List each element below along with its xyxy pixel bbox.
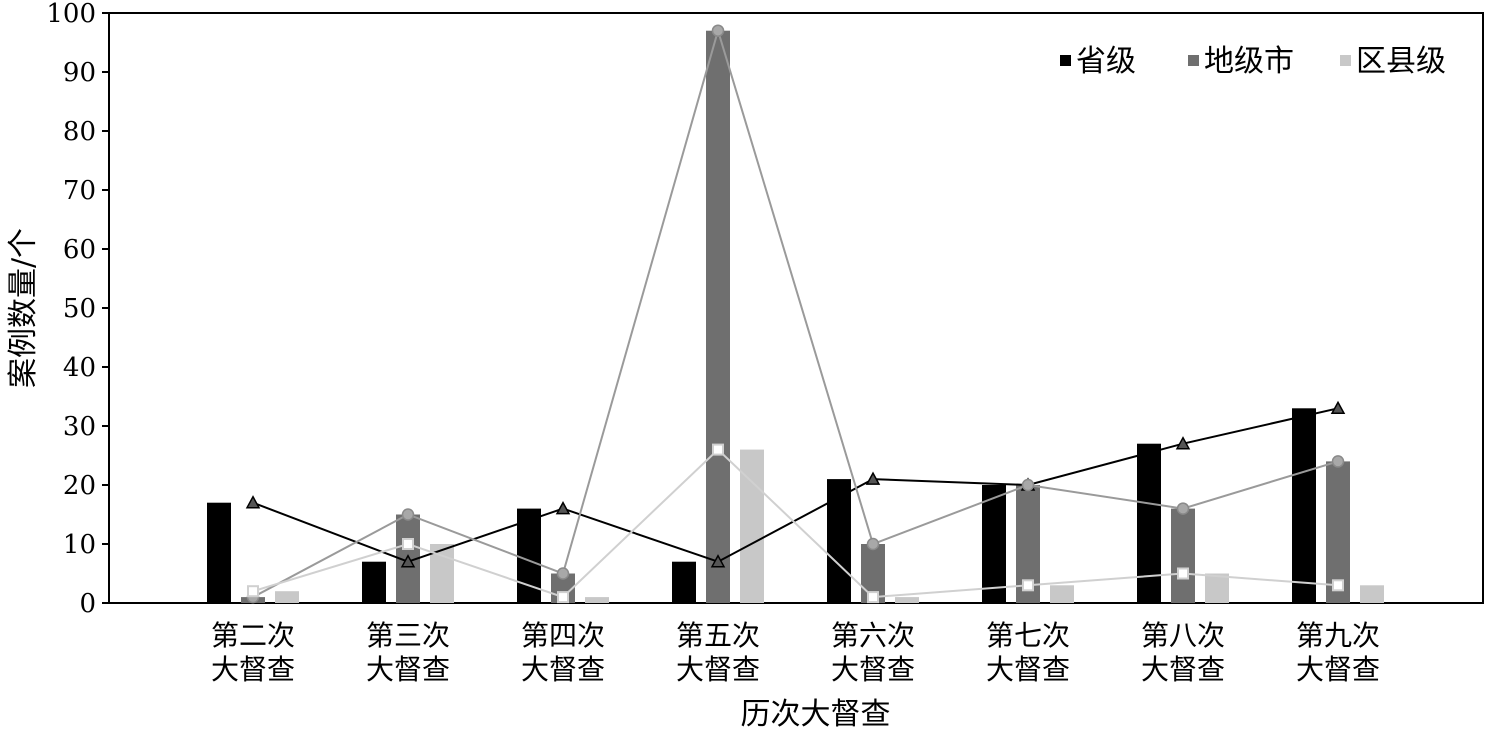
marker-square — [1177, 567, 1189, 580]
plot-frame — [108, 12, 1484, 604]
x-category-label-line: 大督查 — [521, 653, 605, 686]
x-category-label-line: 第四次 — [521, 619, 605, 652]
marker-square — [402, 538, 414, 550]
x-category-label-line: 大督查 — [986, 653, 1070, 686]
labels-group: 0102030405060708090100案例数量/个第二次大督查第三次大督查… — [6, 0, 1380, 730]
marker-circle — [1021, 478, 1035, 492]
y-tick-label: 60 — [63, 235, 96, 265]
legend-label: 省级 — [1076, 44, 1136, 79]
legend-swatch — [1060, 55, 1071, 66]
bar-county — [1205, 573, 1229, 603]
x-category-label-line: 大督查 — [211, 653, 295, 686]
legend-label: 区县级 — [1356, 44, 1446, 79]
x-category-label-line: 大督查 — [831, 653, 915, 686]
y-tick-label: 10 — [63, 530, 96, 560]
bar-county — [275, 591, 299, 603]
y-tick-label: 50 — [63, 294, 96, 324]
marker-circle — [556, 567, 570, 580]
marker-square — [712, 443, 724, 456]
marker-square — [867, 591, 879, 604]
x-category-label-line: 第七次 — [986, 619, 1070, 652]
x-category-label-line: 大督查 — [676, 653, 760, 686]
marker-square — [1332, 579, 1344, 592]
x-category-label: 第七次大督查 — [986, 619, 1070, 686]
marker-circle — [1176, 502, 1190, 515]
legend-swatch — [1188, 55, 1199, 66]
x-category-label-line: 第二次 — [211, 619, 295, 652]
y-tick-label: 90 — [63, 58, 96, 88]
legend: 省级 地级市 区县级 — [1060, 44, 1446, 79]
y-tick-label: 0 — [79, 589, 96, 619]
marker-circle — [711, 24, 725, 37]
x-category-label-line: 大督查 — [1296, 653, 1380, 686]
y-tick-label: 40 — [63, 353, 96, 383]
y-tick-label: 80 — [63, 117, 96, 147]
marker-triangle — [1330, 400, 1346, 415]
bar-county — [585, 597, 609, 603]
x-category-label: 第四次大督查 — [521, 619, 605, 686]
marker-triangle — [1175, 436, 1191, 450]
marker-square — [557, 591, 569, 604]
x-category-label: 第九次大督查 — [1296, 619, 1380, 686]
bar-prefecture — [1171, 508, 1195, 603]
marker-triangle — [865, 471, 881, 485]
marker-square — [247, 585, 259, 598]
x-category-label-line: 第九次 — [1296, 619, 1380, 652]
x-category-label-line: 大督查 — [1141, 653, 1225, 686]
x-category-label: 第五次大督查 — [676, 619, 760, 686]
bar-provincial — [207, 502, 231, 603]
bar-provincial — [982, 485, 1006, 603]
marker-circle — [1331, 455, 1345, 468]
marker-triangle — [245, 495, 261, 509]
marker-circle — [866, 537, 880, 551]
bar-county — [1360, 585, 1384, 603]
y-tick-label: 30 — [63, 412, 96, 442]
x-category-label: 第八次大督查 — [1141, 619, 1225, 686]
bar-provincial — [1137, 443, 1161, 603]
marker-triangle — [400, 554, 416, 568]
x-category-label: 第六次大督查 — [831, 619, 915, 686]
bar-provincial — [362, 561, 386, 603]
marker-triangle — [555, 501, 571, 515]
y-tick-label: 20 — [63, 471, 96, 501]
marker-triangle — [710, 554, 726, 568]
bar-provincial — [672, 561, 696, 603]
bars-group — [207, 30, 1384, 603]
legend-swatch — [1340, 55, 1351, 66]
bar-county — [895, 597, 919, 603]
y-tick-label: 100 — [46, 0, 96, 29]
x-category-label-line: 大督查 — [366, 653, 450, 686]
marker-circle — [401, 508, 415, 521]
marker-square — [1022, 579, 1034, 592]
bar-provincial — [1292, 408, 1316, 603]
x-category-label-line: 第三次 — [366, 619, 450, 652]
bar-provincial — [827, 479, 851, 603]
x-category-label-line: 第五次 — [676, 619, 760, 652]
trend-line-county — [252, 448, 1339, 599]
trend-lines-group — [252, 27, 1339, 599]
bar-prefecture — [706, 30, 730, 603]
x-category-label: 第二次大督查 — [211, 619, 295, 686]
x-category-label: 第三次大督查 — [366, 619, 450, 686]
axes-group — [102, 12, 1484, 604]
x-axis-title: 历次大督查 — [741, 697, 891, 730]
x-category-label-line: 第六次 — [831, 619, 915, 652]
trend-line-prefecture — [252, 27, 1339, 598]
bar-county — [1050, 585, 1074, 603]
legend-label: 地级市 — [1204, 44, 1294, 79]
y-axis-title: 案例数量/个 — [6, 228, 41, 388]
markers-group — [245, 24, 1346, 604]
x-category-label-line: 第八次 — [1141, 619, 1225, 652]
y-tick-label: 70 — [63, 176, 96, 206]
